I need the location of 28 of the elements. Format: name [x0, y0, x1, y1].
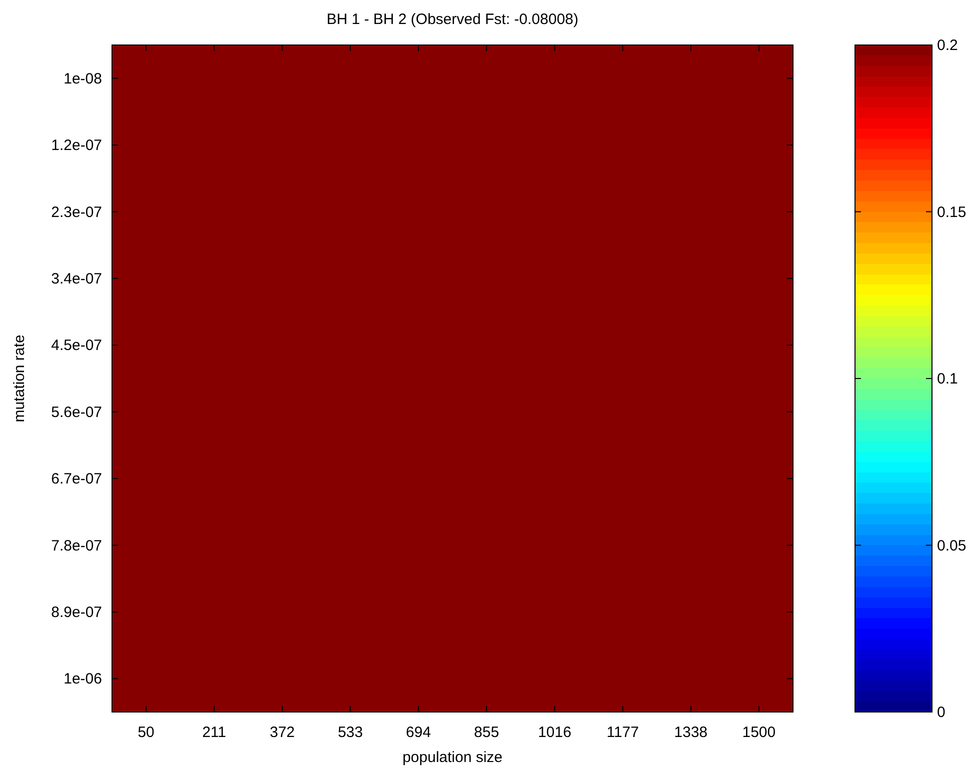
- y-tick-label: 2.3e-07: [51, 204, 102, 221]
- color-bar-label: 0.1: [937, 370, 958, 388]
- color-bar-label: 0.05: [937, 537, 966, 554]
- y-tick-label: 4.5e-07: [51, 337, 102, 354]
- y-tick-label: 3.4e-07: [51, 270, 102, 288]
- y-tick-label: 1e-06: [64, 670, 102, 688]
- y-axis-title: mutation rate: [11, 334, 28, 422]
- color-bar-label: 0: [937, 704, 946, 721]
- y-tick-label: 5.6e-07: [51, 404, 102, 421]
- color-bar-label: 0.15: [937, 204, 966, 221]
- x-tick-label: 50: [138, 724, 154, 741]
- y-tick-label: 6.7e-07: [51, 470, 102, 488]
- x-tick-label: 533: [338, 724, 363, 741]
- x-tick-label: 211: [202, 724, 226, 741]
- color-bar-label: 0.2: [937, 37, 958, 54]
- x-tick-label: 372: [270, 724, 295, 741]
- y-tick-label: 1e-08: [64, 70, 102, 88]
- x-tick-label: 1177: [606, 724, 639, 741]
- x-tick-label: 694: [406, 724, 431, 741]
- x-tick-label: 1500: [742, 724, 776, 741]
- y-tick-label: 8.9e-07: [51, 604, 102, 621]
- x-tick-label: 855: [474, 724, 500, 741]
- x-tick-label: 1016: [538, 724, 572, 741]
- x-tick-label: 1338: [674, 724, 708, 741]
- x-axis-title: population size: [402, 749, 503, 766]
- chart-title: BH 1 - BH 2 (Observed Fst: -0.08008): [326, 11, 578, 28]
- y-tick-label: 1.2e-07: [51, 137, 102, 154]
- y-tick-label: 7.8e-07: [51, 537, 102, 554]
